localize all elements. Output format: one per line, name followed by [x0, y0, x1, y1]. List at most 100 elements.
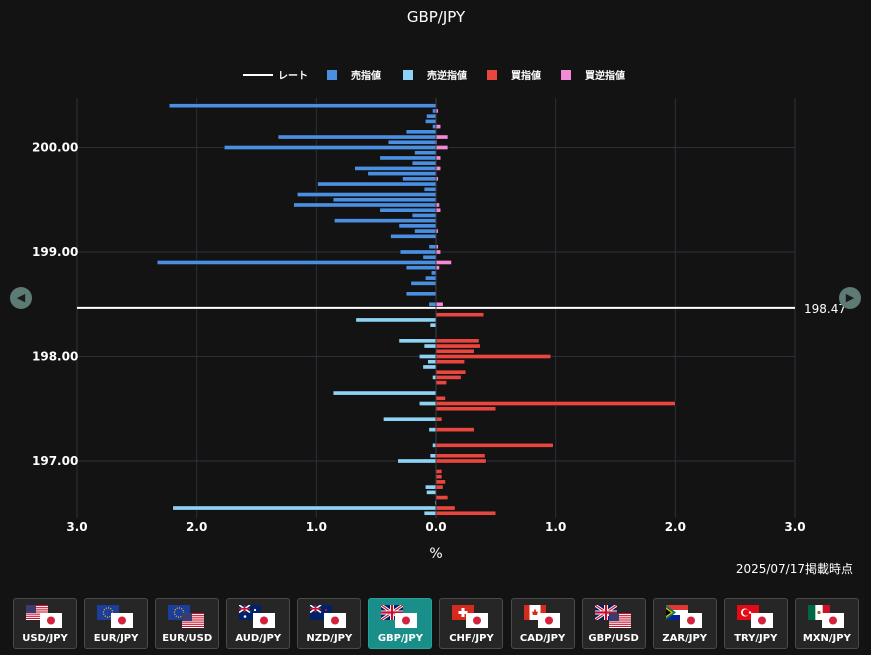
- legend-label: 買逆指値: [585, 69, 625, 82]
- bar-left: [422, 364, 437, 370]
- chevron-left-icon: ◀: [16, 291, 26, 304]
- bar-right: [435, 374, 462, 380]
- prev-arrow-button[interactable]: ◀: [10, 287, 32, 309]
- flag-jp-icon: [111, 613, 134, 628]
- bar-right: [435, 416, 443, 422]
- flag-pair: [665, 605, 706, 629]
- bar-right: [435, 343, 481, 349]
- bar-left: [402, 176, 437, 182]
- flag-jp-icon: [253, 613, 276, 628]
- pair-button-aud-jpy[interactable]: AUD/JPY: [226, 598, 291, 649]
- pair-label: EUR/JPY: [93, 633, 139, 644]
- pair-button-eur-jpy[interactable]: EUR/JPY: [84, 598, 149, 649]
- bar-left: [383, 416, 437, 422]
- pair-button-mxn-jpy[interactable]: MXN/JPY: [794, 598, 859, 649]
- bar-right: [435, 505, 456, 511]
- pair-button-try-jpy[interactable]: TRY/JPY: [723, 598, 788, 649]
- bar-right: [435, 338, 480, 344]
- legend-swatch: [327, 70, 337, 80]
- pair-button-cad-jpy[interactable]: CAD/JPY: [510, 598, 575, 649]
- bar-left: [424, 118, 437, 124]
- pair-button-gbp-jpy[interactable]: GBP/JPY: [368, 598, 433, 649]
- flag-us-icon: [182, 613, 205, 628]
- bar-right: [435, 312, 485, 318]
- pair-button-usd-jpy[interactable]: USD/JPY: [13, 598, 77, 649]
- flag-pair: [168, 605, 208, 629]
- bar-right: [435, 442, 554, 448]
- bar-right: [435, 406, 497, 412]
- chart-bars: [156, 103, 676, 516]
- legend-label: 売指値: [351, 69, 381, 82]
- bar-left: [426, 489, 437, 495]
- flag-jp-icon: [537, 613, 560, 628]
- bar-left: [426, 113, 437, 119]
- chart-axes: 3.0 2.0 1.0 0.0 1.0 2.0 3.0 200.00 199.00 198.00 1…: [32, 98, 806, 534]
- flag-jp-icon: [821, 613, 844, 628]
- pair-label: EUR/USD: [162, 633, 213, 644]
- flag-pair: [807, 605, 848, 629]
- x-tick-label: 3.0: [66, 520, 87, 534]
- bar-left: [424, 275, 437, 281]
- bar-left: [432, 442, 437, 448]
- rate-label: 198.47: [804, 302, 846, 316]
- x-tick-label: 0.0: [425, 520, 446, 534]
- pair-label: CAD/JPY: [519, 633, 566, 644]
- pair-label: USD/JPY: [22, 633, 68, 644]
- bar-left: [277, 134, 437, 140]
- legend-label: 売逆指値: [427, 69, 467, 82]
- pair-label: NZD/JPY: [306, 633, 353, 644]
- bar-left: [332, 197, 437, 203]
- bar-right: [435, 134, 449, 140]
- x-tick-label: 2.0: [665, 520, 686, 534]
- pair-button-chf-jpy[interactable]: CHF/JPY: [439, 598, 504, 649]
- bar-right: [435, 458, 487, 464]
- pair-button-nzd-jpy[interactable]: NZD/JPY: [297, 598, 362, 649]
- pair-label: GBP/USD: [588, 633, 639, 644]
- bar-left: [367, 171, 437, 177]
- flag-jp-icon: [679, 613, 702, 628]
- bar-left: [429, 322, 437, 328]
- bar-right: [435, 260, 452, 265]
- pair-button-gbp-usd[interactable]: GBP/USD: [581, 598, 646, 649]
- pair-button-zar-jpy[interactable]: ZAR/JPY: [652, 598, 717, 649]
- bar-left: [293, 202, 437, 208]
- bar-left: [355, 317, 437, 323]
- bar-right: [435, 348, 475, 354]
- flag-jp-icon: [466, 613, 489, 628]
- next-arrow-button[interactable]: ▶: [839, 287, 861, 309]
- bar-right: [435, 165, 442, 171]
- bar-left: [397, 458, 437, 464]
- pair-label: TRY/JPY: [734, 633, 778, 644]
- bar-left: [296, 192, 437, 197]
- bar-left: [317, 181, 437, 187]
- x-tick-label: 1.0: [545, 520, 566, 534]
- x-tick-label: 3.0: [784, 520, 805, 534]
- chart-title: GBP/JPY: [407, 8, 466, 26]
- bar-right: [435, 479, 446, 485]
- flag-pair: [239, 605, 279, 629]
- bar-right: [435, 249, 442, 255]
- bar-left: [414, 150, 437, 156]
- flag-pair: [26, 605, 66, 629]
- bar-left: [428, 244, 437, 250]
- flag-pair: [452, 605, 492, 629]
- chart-legend: レート 売指値 売逆指値 買指値 買逆指値: [243, 69, 625, 82]
- bar-left: [223, 145, 437, 150]
- bar-right: [435, 145, 449, 150]
- pair-label: ZAR/JPY: [662, 633, 708, 644]
- legend-swatch: [403, 70, 413, 80]
- bar-left: [414, 228, 437, 234]
- pair-button-eur-usd[interactable]: EUR/USD: [155, 598, 220, 649]
- bar-right: [435, 202, 440, 208]
- bar-left: [411, 160, 437, 166]
- legend-swatch: [561, 70, 571, 80]
- flag-pair: [381, 605, 421, 629]
- bar-left: [411, 212, 437, 218]
- legend-swatch: [487, 70, 497, 80]
- bar-left: [333, 218, 437, 224]
- bar-left: [398, 223, 437, 229]
- bar-left: [410, 280, 437, 286]
- bar-right: [435, 207, 442, 213]
- timestamp: 2025/07/17掲載時点: [735, 562, 853, 576]
- bar-right: [435, 155, 442, 161]
